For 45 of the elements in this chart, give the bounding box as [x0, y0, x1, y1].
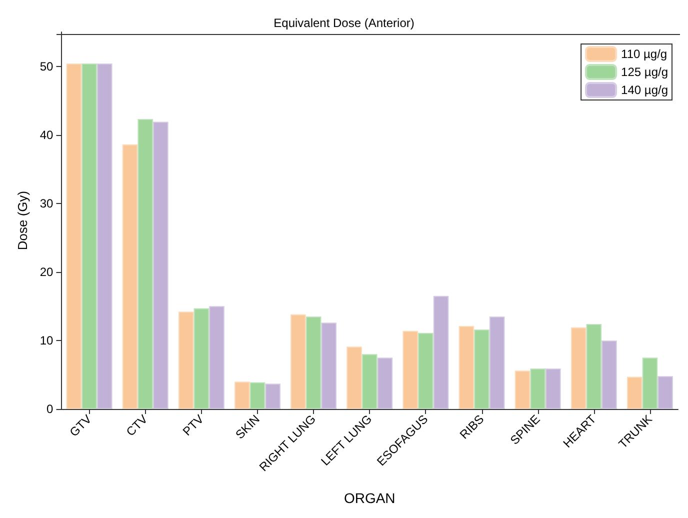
- bar: [377, 358, 393, 409]
- bar: [194, 308, 210, 409]
- bar: [626, 376, 642, 409]
- y-tick-label: 40: [40, 128, 54, 142]
- bar: [458, 326, 474, 409]
- bar: [66, 64, 82, 409]
- bar: [265, 384, 280, 409]
- bar: [346, 346, 362, 409]
- bar: [122, 144, 138, 409]
- bar: [402, 330, 418, 409]
- bar: [489, 316, 505, 409]
- bar: [82, 64, 97, 409]
- y-tick-label: 30: [40, 196, 54, 210]
- bar: [418, 332, 434, 409]
- chart-title: Equivalent Dose (Anterior): [274, 16, 414, 30]
- x-axis-title: ORGAN: [344, 490, 396, 506]
- legend-label: 110 µg/g: [621, 47, 668, 61]
- bar: [530, 368, 546, 409]
- bar: [250, 382, 266, 409]
- bar: [514, 370, 530, 409]
- bar: [658, 376, 673, 409]
- y-tick-label: 50: [40, 59, 54, 74]
- bar: [290, 314, 306, 409]
- bar: [602, 340, 617, 409]
- legend-label: 125 µg/g: [621, 65, 668, 79]
- bar: [178, 312, 194, 409]
- bar: [545, 368, 561, 409]
- bar: [586, 324, 602, 409]
- bar: [474, 329, 490, 409]
- bar: [138, 119, 154, 409]
- bar: [570, 327, 586, 409]
- y-axis-title: Dose (Gy): [15, 190, 30, 250]
- bar: [209, 306, 224, 409]
- bar: [96, 64, 112, 409]
- bar: [642, 358, 658, 409]
- bar: [433, 296, 449, 409]
- y-tick-label: 0: [46, 402, 54, 416]
- bar: [321, 322, 337, 409]
- y-tick-label: 20: [40, 264, 54, 279]
- bar: [362, 354, 378, 409]
- bar: [234, 382, 250, 409]
- bar: [306, 316, 322, 409]
- y-tick-label: 10: [40, 333, 54, 348]
- legend-label: 140 µg/g: [621, 83, 668, 97]
- bar: [153, 122, 168, 409]
